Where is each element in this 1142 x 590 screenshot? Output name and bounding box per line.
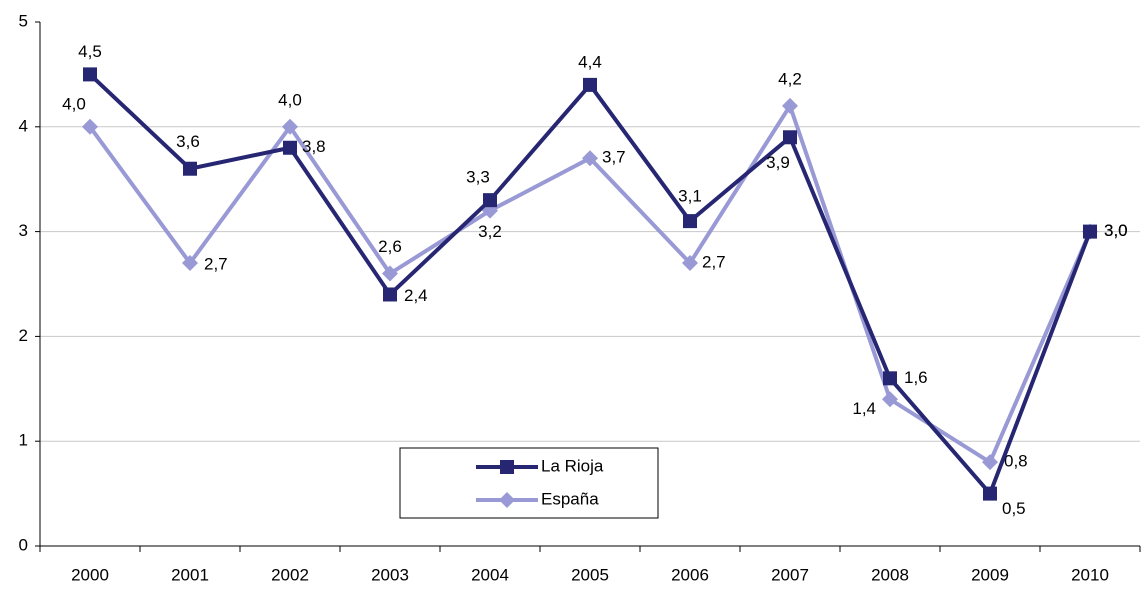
marker [82, 118, 98, 135]
marker [83, 67, 97, 82]
data-label: 0,8 [1004, 452, 1028, 471]
data-label: 3,8 [302, 137, 326, 156]
data-label: 4,0 [278, 90, 302, 109]
data-label: 4,5 [78, 42, 102, 61]
legend-label: La Rioja [541, 456, 604, 475]
marker [500, 460, 514, 474]
x-tick-label: 2000 [71, 565, 109, 584]
marker [982, 454, 998, 471]
marker [983, 486, 997, 501]
data-label: 3,1 [678, 187, 702, 206]
legend-label: España [541, 489, 599, 508]
data-label: 4,0 [62, 94, 86, 113]
y-tick-label: 0 [19, 535, 28, 554]
marker [383, 287, 397, 302]
data-label: 3,0 [1104, 221, 1128, 240]
marker [883, 371, 897, 386]
marker [783, 130, 797, 145]
marker [582, 150, 598, 167]
x-tick-label: 2003 [371, 565, 409, 584]
marker [483, 193, 497, 208]
marker [283, 140, 297, 155]
data-label: 4,4 [578, 52, 602, 71]
marker [182, 255, 198, 272]
data-label: 3,2 [478, 222, 502, 241]
y-tick-label: 2 [19, 326, 28, 345]
marker [583, 77, 597, 92]
data-label: 3,0 [1104, 221, 1128, 240]
x-tick-label: 2010 [1071, 565, 1109, 584]
x-tick-label: 2007 [771, 565, 809, 584]
marker [683, 214, 697, 229]
y-tick-label: 5 [19, 11, 28, 30]
marker [682, 255, 698, 272]
x-tick-label: 2009 [971, 565, 1009, 584]
data-label: 3,9 [766, 153, 790, 172]
legend-box [399, 447, 659, 519]
marker [782, 97, 798, 114]
y-tick-label: 3 [19, 221, 28, 240]
data-label: 3,7 [602, 148, 626, 167]
data-label: 2,7 [702, 253, 726, 272]
x-tick-label: 2004 [471, 565, 509, 584]
data-label: 3,6 [176, 132, 200, 151]
data-label: 1,6 [904, 368, 928, 387]
x-tick-label: 2005 [571, 565, 609, 584]
data-label: 2,4 [404, 286, 428, 305]
data-label: 2,7 [204, 255, 228, 274]
x-tick-label: 2008 [871, 565, 909, 584]
data-label: 3,3 [466, 168, 490, 187]
data-label: 2,6 [378, 237, 402, 256]
marker [183, 161, 197, 176]
x-tick-label: 2001 [171, 565, 209, 584]
y-tick-label: 4 [19, 116, 28, 135]
data-label: 1,4 [852, 399, 876, 418]
data-label: 4,2 [778, 69, 802, 88]
data-label: 0,5 [1002, 499, 1026, 518]
x-tick-label: 2002 [271, 565, 309, 584]
marker [499, 492, 515, 508]
marker [282, 118, 298, 135]
marker [882, 391, 898, 408]
marker [1083, 224, 1097, 239]
y-tick-label: 1 [19, 431, 28, 450]
marker [382, 265, 398, 282]
x-tick-label: 2006 [671, 565, 709, 584]
